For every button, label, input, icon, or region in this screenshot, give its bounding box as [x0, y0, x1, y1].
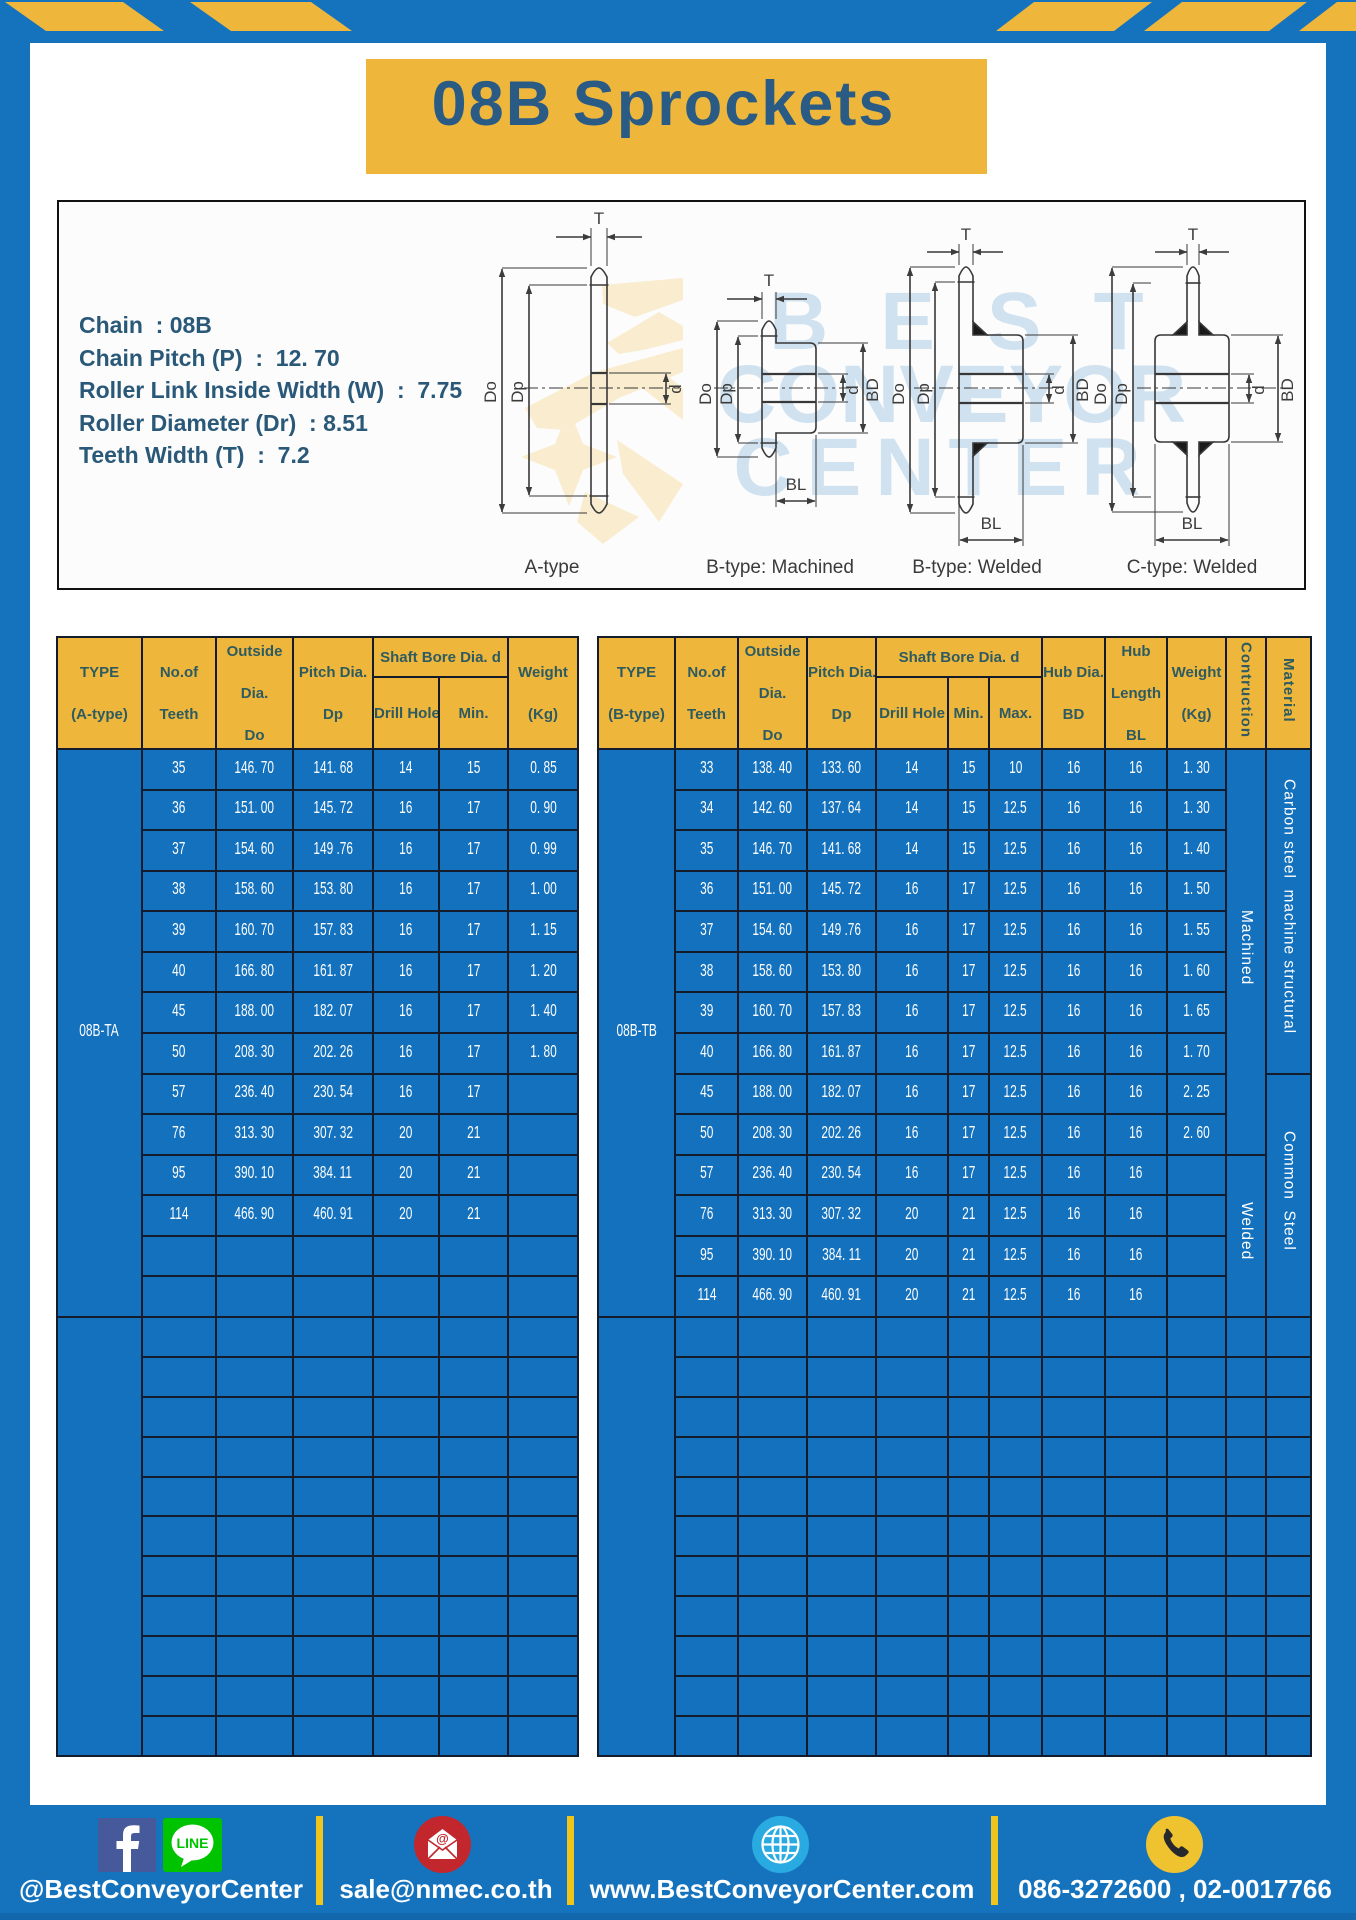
svg-text:Dp: Dp [914, 383, 933, 405]
svg-text:BD: BD [863, 378, 882, 402]
svg-text:d: d [666, 384, 685, 393]
svg-text:T: T [1188, 225, 1198, 244]
svg-text:d: d [843, 385, 862, 394]
svg-text:T: T [764, 271, 774, 290]
svg-text:Dp: Dp [717, 383, 736, 405]
svg-text:Do: Do [481, 381, 500, 403]
svg-text:Do: Do [889, 383, 908, 405]
svg-text:d: d [1249, 385, 1268, 394]
svg-text:T: T [961, 225, 971, 244]
svg-text:Do: Do [1091, 383, 1110, 405]
svg-text:Dp: Dp [1112, 383, 1131, 405]
svg-text:Do: Do [696, 383, 715, 405]
svg-text:BD: BD [1278, 378, 1297, 402]
svg-text:BD: BD [1073, 378, 1092, 402]
svg-text:@: @ [436, 1831, 449, 1846]
svg-text:BL: BL [1182, 514, 1203, 533]
svg-text:T: T [594, 209, 604, 228]
svg-text:BL: BL [786, 475, 807, 494]
svg-text:LINE: LINE [177, 1835, 209, 1851]
svg-text:BL: BL [981, 514, 1002, 533]
svg-text:d: d [1049, 385, 1068, 394]
svg-text:Dp: Dp [508, 381, 527, 403]
